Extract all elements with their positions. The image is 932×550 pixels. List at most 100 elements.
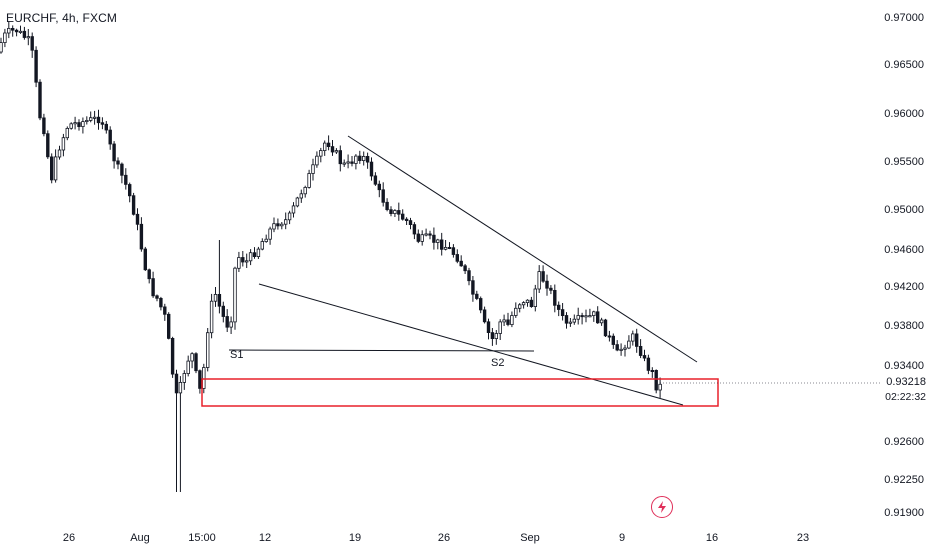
candle-body bbox=[627, 340, 631, 349]
candle-body bbox=[248, 252, 253, 262]
lightning-icon bbox=[658, 501, 666, 513]
candle-body bbox=[120, 163, 124, 176]
candle-body bbox=[518, 304, 522, 309]
candle-body bbox=[568, 321, 573, 324]
candle-body bbox=[420, 234, 424, 242]
candle-body bbox=[521, 302, 526, 306]
candle-body bbox=[61, 137, 66, 151]
x-tick-label: 26 bbox=[63, 532, 75, 544]
candle-body bbox=[241, 257, 245, 263]
candle-body bbox=[276, 223, 280, 227]
candle-body bbox=[77, 122, 81, 127]
candle-body bbox=[455, 254, 459, 262]
candle-body bbox=[283, 219, 288, 225]
candle-body bbox=[459, 260, 463, 267]
x-tick-label: 23 bbox=[797, 532, 809, 544]
candle-body bbox=[545, 280, 549, 289]
candle-body bbox=[654, 369, 658, 391]
candle-body bbox=[381, 189, 385, 203]
candle-body bbox=[334, 150, 339, 153]
candle-body bbox=[166, 313, 171, 339]
candle-body bbox=[576, 315, 580, 320]
candle-body bbox=[38, 81, 42, 119]
candle-body bbox=[389, 209, 393, 214]
candle-body bbox=[237, 257, 241, 269]
candle-body bbox=[397, 210, 401, 215]
candle-body bbox=[303, 186, 307, 195]
candle-body bbox=[280, 223, 284, 227]
candle-body bbox=[73, 122, 77, 125]
candle-body bbox=[393, 210, 397, 214]
candle-body bbox=[124, 174, 128, 185]
candle-body bbox=[342, 162, 346, 165]
symbol-title: EURCHF, 4h, FXCM bbox=[6, 11, 117, 25]
candle-body bbox=[463, 265, 467, 272]
candle-body bbox=[502, 319, 506, 323]
candle-body bbox=[244, 260, 249, 263]
candle-body bbox=[42, 117, 46, 135]
candle-body bbox=[588, 315, 592, 318]
candle-body bbox=[322, 142, 327, 152]
candle-body bbox=[264, 238, 268, 242]
candle-body bbox=[3, 32, 7, 44]
candle-body bbox=[596, 311, 600, 324]
candle-body bbox=[96, 116, 101, 124]
candle-body bbox=[592, 311, 596, 316]
candle-body bbox=[194, 353, 198, 372]
candle-body bbox=[635, 333, 639, 347]
lower-trendline bbox=[258, 283, 684, 406]
candle-body bbox=[330, 146, 335, 153]
candle-body bbox=[225, 316, 229, 328]
candle-body bbox=[174, 373, 179, 394]
candle-body bbox=[584, 315, 588, 318]
candle-body bbox=[18, 30, 23, 33]
candle-body bbox=[81, 121, 85, 127]
candle-body bbox=[572, 318, 576, 323]
y-tick-label: 0.97000 bbox=[884, 12, 924, 24]
x-tick-label: Sep bbox=[520, 532, 540, 544]
candle-body bbox=[373, 175, 378, 185]
candle-body bbox=[147, 269, 151, 280]
y-tick-label: 0.95000 bbox=[884, 204, 924, 216]
y-tick-label: 0.94600 bbox=[884, 244, 924, 256]
y-tick-label: 0.91900 bbox=[884, 507, 924, 519]
candle-body bbox=[385, 201, 389, 211]
candle-body bbox=[506, 319, 510, 325]
candle-body bbox=[424, 233, 428, 236]
candle-body bbox=[182, 373, 186, 383]
candle-body bbox=[498, 321, 502, 334]
candle-body bbox=[494, 333, 498, 339]
candle-body bbox=[89, 117, 93, 121]
candle-body bbox=[451, 247, 456, 255]
y-tick-label: 0.93400 bbox=[884, 360, 924, 372]
y-tick-label: 0.95500 bbox=[884, 156, 924, 168]
candle-body bbox=[560, 309, 565, 317]
candle-body bbox=[443, 246, 448, 250]
candle-body bbox=[131, 195, 136, 215]
candle-body bbox=[358, 155, 362, 162]
upper-trendline bbox=[347, 135, 698, 363]
s1-label: S1 bbox=[230, 349, 243, 361]
candle-body bbox=[377, 183, 381, 191]
y-tick-label: 0.92600 bbox=[884, 436, 924, 448]
candle-body bbox=[408, 220, 413, 226]
candle-body bbox=[307, 173, 311, 188]
candle-body bbox=[268, 228, 272, 240]
candle-body bbox=[213, 293, 218, 302]
x-tick-label: 12 bbox=[259, 532, 271, 544]
lightning-button[interactable] bbox=[651, 496, 673, 518]
candle-body bbox=[252, 252, 257, 257]
candle-body bbox=[638, 345, 643, 356]
support-zone bbox=[201, 378, 719, 407]
candle-body bbox=[642, 355, 647, 359]
candle-body bbox=[475, 293, 479, 299]
candle-body bbox=[365, 155, 370, 163]
candle-body bbox=[603, 319, 608, 337]
candle-body bbox=[159, 297, 163, 308]
candle-body bbox=[564, 315, 569, 324]
candle-body bbox=[471, 280, 475, 295]
candle-body bbox=[338, 150, 342, 165]
x-tick-label: 15:00 bbox=[188, 532, 216, 544]
